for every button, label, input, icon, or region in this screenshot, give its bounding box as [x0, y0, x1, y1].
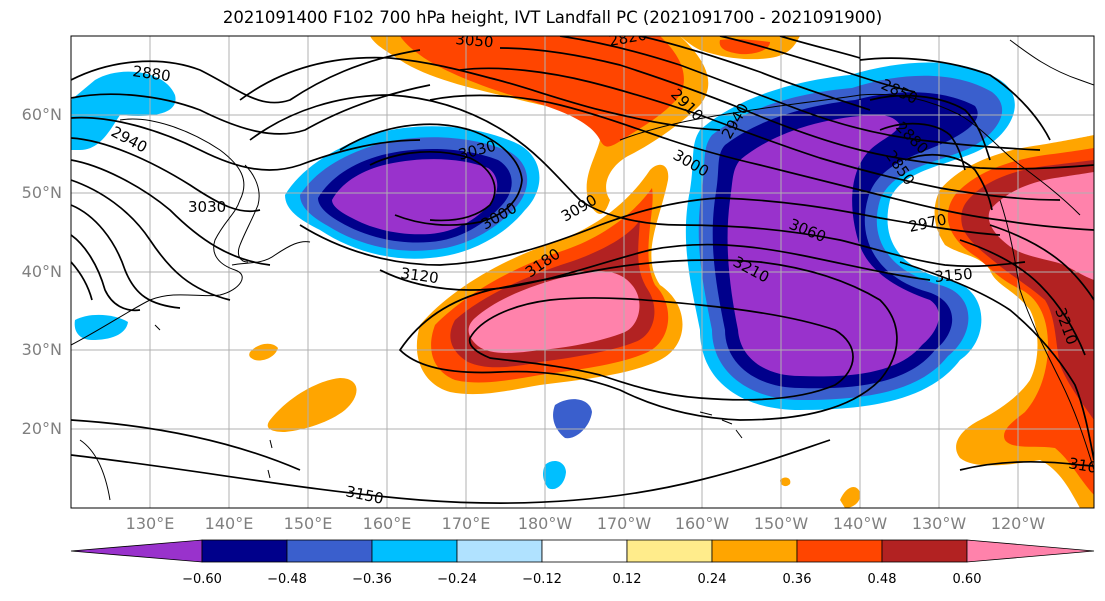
contour-label: 3030 — [188, 198, 226, 216]
colorbar-segment — [70, 539, 203, 563]
lon-tick-label: 170°W — [596, 514, 652, 533]
contour-label: 3090 — [558, 191, 600, 226]
lon-tick-label: 120°W — [990, 514, 1046, 533]
lat-tick-label: 50°N — [21, 183, 62, 202]
lon-tick-label: 140°E — [204, 514, 254, 533]
contour-label: 3050 — [455, 30, 495, 51]
lat-tick-label: 20°N — [21, 419, 62, 438]
colorbar-segment — [881, 539, 968, 563]
map-title: 2021091400 F102 700 hPa height, IVT Land… — [222, 8, 883, 27]
lat-tick-label: 30°N — [21, 340, 62, 359]
lat-tick-label: 40°N — [21, 262, 62, 281]
lon-tick-label: 130°W — [911, 514, 967, 533]
lon-tick-label: 160°W — [674, 514, 730, 533]
ivt-negative-region-japan-east — [285, 126, 540, 259]
colorbar-tick-label: −0.24 — [437, 572, 477, 587]
colorbar-tick-label: 0.12 — [612, 572, 642, 587]
colorbar-tick-label: 0.60 — [952, 572, 982, 587]
lon-tick-label: 130°E — [125, 514, 175, 533]
contour-label: 3120 — [399, 264, 439, 287]
colorbar-segment — [796, 539, 883, 563]
lat-tick-label: 60°N — [21, 105, 62, 124]
lon-tick-label: 170°E — [441, 514, 491, 533]
colorbar-segment — [711, 539, 798, 563]
colorbar-segment — [541, 539, 628, 563]
colorbar-segment — [286, 539, 373, 563]
contour-label: 3150 — [934, 265, 974, 286]
ivt-positive-region-west-coast — [934, 135, 1094, 508]
map-panel: 2880 2940 3030 3030 3000 3120 3090 3180 … — [71, 30, 1098, 508]
colorbar-segment — [626, 539, 713, 563]
colorbar-tick-label: 0.24 — [697, 572, 727, 587]
colorbar-tick-label: −0.60 — [182, 572, 222, 587]
contour-label: 310 — [1067, 454, 1098, 477]
colorbar-segment — [966, 539, 1095, 563]
colorbar-tick-label: −0.36 — [352, 572, 392, 587]
height-contours — [71, 36, 1094, 504]
colorbar-tick-label: 0.36 — [782, 572, 812, 587]
lon-tick-label: 180°W — [517, 514, 573, 533]
contour-label: 3150 — [344, 482, 385, 508]
colorbar-segment — [201, 539, 288, 563]
ivt-positive-small-patches — [249, 343, 861, 508]
ivt-negative-region-gulf-of-alaska — [685, 62, 1015, 410]
ivt-positive-region-central-pacific — [416, 164, 683, 395]
contour-label: 2880 — [131, 62, 171, 85]
colorbar-segment — [371, 539, 458, 563]
colorbar — [70, 539, 1095, 563]
lon-tick-label: 150°E — [283, 514, 333, 533]
graticule — [71, 36, 1094, 508]
colorbar-segment — [456, 539, 543, 563]
colorbar-tick-label: −0.48 — [267, 572, 307, 587]
lon-tick-label: 140°W — [832, 514, 888, 533]
colorbar-tick-label: 0.48 — [867, 572, 897, 587]
map-frame — [70, 35, 1095, 509]
colorbar-tick-label: −0.12 — [522, 572, 562, 587]
lon-tick-label: 150°W — [753, 514, 809, 533]
ivt-negative-region-siberia — [71, 71, 592, 490]
lon-tick-label: 160°E — [362, 514, 412, 533]
